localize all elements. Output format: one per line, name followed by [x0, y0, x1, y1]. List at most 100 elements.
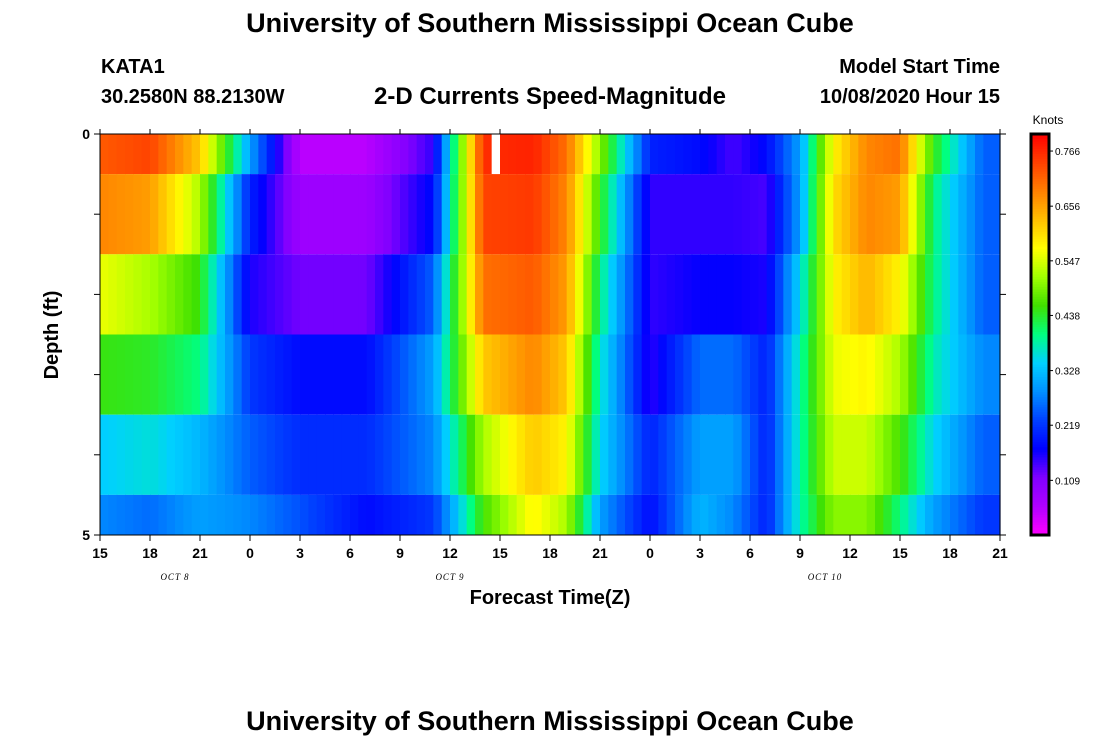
heatmap-cell: [850, 174, 859, 255]
heatmap-cell: [175, 174, 184, 255]
heatmap-cell: [600, 334, 609, 415]
heatmap-cell: [808, 134, 818, 175]
colorbar-swatch: [1031, 201, 1049, 205]
heatmap-cell: [283, 414, 293, 495]
heatmap-cell: [641, 494, 651, 535]
colorbar-swatch: [1031, 349, 1049, 353]
heatmap-cell: [950, 334, 959, 415]
heatmap-cell: [758, 254, 768, 335]
heatmap-cell: [141, 494, 151, 535]
heatmap-cell: [841, 174, 851, 255]
heatmap-cell: [266, 414, 276, 495]
heatmap-cell: [333, 334, 343, 415]
colorbar-swatch: [1031, 319, 1049, 323]
heatmap-cell: [791, 494, 801, 535]
heatmap-cell: [666, 414, 676, 495]
colorbar-swatch: [1031, 364, 1049, 368]
heatmap-cell: [341, 134, 351, 175]
heatmap-cell: [100, 494, 109, 535]
heatmap-cell: [500, 174, 509, 255]
colorbar-swatch: [1031, 422, 1049, 426]
heatmap-cell: [633, 334, 643, 415]
heatmap-cell: [858, 174, 868, 255]
colorbar-swatch: [1031, 504, 1049, 508]
heatmap-cell: [775, 494, 784, 535]
heatmap-cell: [575, 134, 584, 175]
heatmap-cell: [791, 334, 801, 415]
colorbar-swatch: [1031, 409, 1049, 413]
heatmap-cell: [858, 494, 868, 535]
heatmap-cell: [941, 134, 951, 175]
heatmap-cell: [341, 334, 351, 415]
heatmap-cell: [825, 414, 834, 495]
heatmap-cell: [175, 254, 184, 335]
heatmap-cell: [800, 254, 809, 335]
heatmap-cell: [708, 414, 718, 495]
heatmap-cell: [966, 134, 976, 175]
heatmap-cell: [775, 134, 784, 175]
colorbar-swatch: [1031, 382, 1049, 386]
heatmap-cell: [541, 414, 551, 495]
heatmap-cell: [658, 254, 668, 335]
colorbar-swatch: [1031, 529, 1049, 533]
colorbar-tick-label: 0.328: [1055, 367, 1080, 378]
heatmap-cell: [491, 174, 501, 255]
colorbar-swatch: [1031, 286, 1049, 290]
heatmap-cell: [666, 134, 676, 175]
colorbar-swatch: [1031, 429, 1049, 433]
colorbar-swatch: [1031, 151, 1049, 155]
heatmap-cell: [941, 494, 951, 535]
heatmap-cell: [650, 254, 659, 335]
y-tick-label: 0: [82, 126, 90, 142]
colorbar-swatch: [1031, 269, 1049, 273]
heatmap-cell: [400, 254, 409, 335]
colorbar-swatch: [1031, 509, 1049, 513]
heatmap-cell: [808, 494, 818, 535]
heatmap-cell: [350, 134, 359, 175]
colorbar-swatch: [1031, 464, 1049, 468]
heatmap-cell: [958, 134, 968, 175]
heatmap-cell: [391, 134, 401, 175]
heatmap-cell: [533, 414, 543, 495]
heatmap-cell: [375, 134, 384, 175]
heatmap-cell: [600, 254, 609, 335]
heatmap-cell: [458, 414, 468, 495]
colorbar-swatch: [1031, 296, 1049, 300]
heatmap-cell: [158, 494, 168, 535]
heatmap-cell: [783, 334, 793, 415]
colorbar-swatch: [1031, 524, 1049, 528]
heatmap-cell: [325, 414, 334, 495]
heatmap-cell: [208, 414, 218, 495]
heatmap-cell: [675, 174, 684, 255]
x-tick-label: 0: [646, 545, 654, 561]
heatmap-cell: [216, 414, 226, 495]
colorbar-swatch: [1031, 494, 1049, 498]
colorbar-swatch: [1031, 452, 1049, 456]
heatmap-cell: [166, 254, 176, 335]
heatmap-cell: [333, 494, 343, 535]
colorbar-swatch: [1031, 271, 1049, 275]
heatmap-cell: [166, 174, 176, 255]
heatmap-cell: [641, 134, 651, 175]
colorbar-swatch: [1031, 374, 1049, 378]
heatmap-cell: [108, 334, 118, 415]
heatmap-cell: [225, 334, 234, 415]
heatmap-cell: [916, 334, 926, 415]
heatmap-cell: [275, 254, 284, 335]
colorbar-swatch: [1031, 254, 1049, 258]
heatmap-cell: [541, 174, 551, 255]
colorbar-swatch: [1031, 347, 1049, 351]
heatmap-cell: [916, 494, 926, 535]
colorbar-swatch: [1031, 321, 1049, 325]
heatmap-cell: [441, 254, 451, 335]
heatmap-cell: [933, 414, 943, 495]
heatmap-cell: [633, 494, 643, 535]
colorbar: 0.766 0.656 0.547 0.438 0.328 0.219 0.109: [1029, 132, 1080, 537]
heatmap-cell: [208, 494, 218, 535]
model-start-label: Model Start Time: [839, 56, 1000, 78]
colorbar-swatch: [1031, 387, 1049, 391]
heatmap-cell: [375, 414, 384, 495]
heatmap-cell: [550, 254, 559, 335]
heatmap-cell: [266, 494, 276, 535]
colorbar-swatch: [1031, 284, 1049, 288]
